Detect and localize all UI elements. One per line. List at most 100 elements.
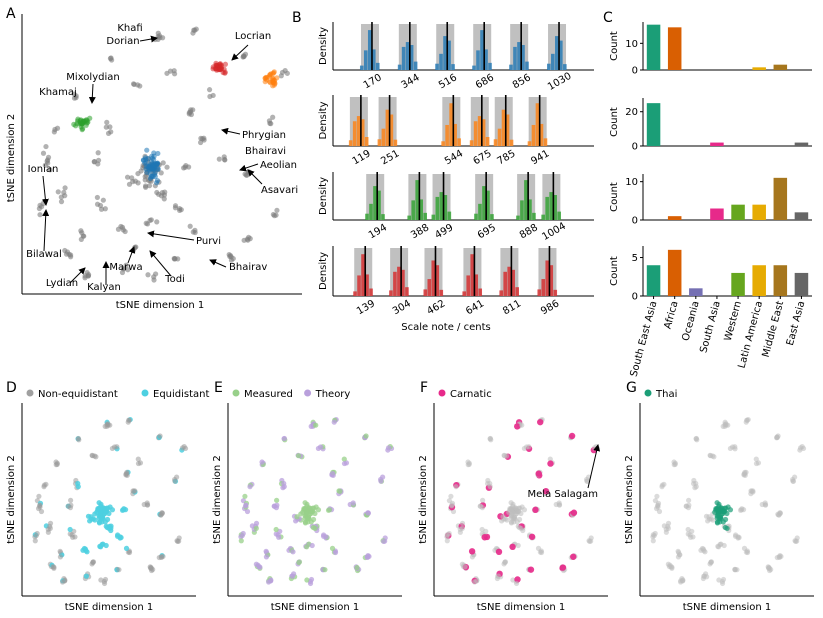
annotation-label: Khafi	[117, 23, 142, 34]
region-label: Oceania	[680, 300, 701, 342]
scatter-point	[268, 578, 274, 584]
scatter-point	[50, 564, 56, 570]
note-tick-label: 139	[355, 298, 377, 317]
histogram-bar	[484, 49, 488, 70]
histogram-bar	[537, 289, 542, 296]
region-label: Middle East	[761, 300, 787, 359]
annotation-label: Dorian	[106, 36, 139, 47]
annotation-arrow	[88, 83, 96, 104]
scatter-point	[57, 548, 63, 554]
point	[267, 120, 273, 126]
histogram-bar	[549, 192, 553, 220]
scatter-point	[67, 505, 74, 511]
annotation-arrow	[209, 259, 227, 268]
scatter-point	[722, 516, 729, 523]
scatter-point	[481, 534, 488, 541]
point	[244, 236, 250, 242]
scatter-point	[685, 526, 691, 533]
point	[66, 251, 72, 257]
scatter-point	[675, 548, 681, 554]
point	[155, 191, 162, 197]
panel-b-ylabel: Density	[318, 101, 329, 139]
scatter-point	[381, 538, 387, 545]
scatter-point	[34, 530, 40, 537]
count-bar	[689, 288, 703, 296]
histogram-bar	[401, 46, 406, 70]
point	[104, 119, 110, 125]
histogram-bar	[545, 260, 550, 296]
scatter-point	[111, 444, 118, 450]
cluster-point	[143, 163, 150, 169]
point	[40, 200, 46, 207]
scatter-point	[174, 474, 180, 480]
histogram-bar	[352, 121, 357, 146]
scatter-point	[693, 480, 699, 487]
histogram-bar	[381, 128, 386, 146]
histogram-bar	[393, 271, 397, 296]
scatter-point	[570, 553, 577, 560]
annotation-label: Bilawal	[26, 249, 62, 260]
cluster-point	[262, 75, 268, 81]
cluster-point	[155, 166, 161, 172]
annotation-arrow	[41, 175, 49, 206]
scatter-point	[332, 549, 339, 556]
annotation-label: Asavari	[261, 185, 298, 196]
scatter-point	[247, 484, 253, 490]
ytick-label: 0	[632, 216, 638, 227]
scatter-point	[479, 526, 485, 533]
histogram-bar	[490, 214, 494, 220]
point	[94, 194, 100, 201]
legend-label: Measured	[244, 389, 293, 400]
scatter-point	[714, 500, 720, 506]
scatter-point	[729, 444, 736, 450]
scatter-point	[742, 471, 748, 477]
cluster-point	[270, 70, 276, 77]
scatter-point	[157, 433, 163, 439]
point	[160, 160, 166, 166]
scatter-point	[474, 578, 480, 584]
cluster-point	[144, 169, 150, 175]
legend-label: Equidistant	[153, 389, 210, 400]
histogram-bar	[559, 40, 563, 70]
point	[36, 205, 42, 212]
scatter-point	[125, 419, 131, 425]
scatter-point	[89, 453, 96, 459]
point	[227, 252, 234, 259]
annotation-label: Todi	[164, 274, 185, 285]
scatter-point	[47, 525, 53, 531]
cluster-point	[149, 166, 155, 172]
histogram-bar	[547, 63, 551, 70]
scatter-point	[538, 549, 545, 556]
scatter-point	[172, 478, 178, 484]
point	[47, 167, 53, 173]
histogram-bar	[509, 64, 513, 70]
scatter-point	[365, 510, 371, 516]
note-tick-label: 856	[511, 72, 533, 91]
histogram-bar	[435, 63, 439, 70]
histogram-bar	[470, 254, 475, 296]
scatter-point	[364, 554, 370, 560]
scatter-point	[727, 507, 734, 513]
histogram-bar	[423, 212, 427, 220]
scatter-point	[508, 500, 514, 506]
point	[145, 272, 151, 278]
point	[151, 277, 157, 283]
scatter-point	[109, 507, 116, 513]
ylabel: tSNE dimension 2	[6, 455, 17, 544]
ytick-label: 5	[632, 253, 638, 264]
histogram-bar	[513, 46, 517, 70]
cluster-point	[218, 66, 224, 72]
histogram-bar	[515, 287, 519, 296]
scatter-point	[659, 484, 665, 490]
histogram-bar	[476, 50, 480, 70]
point	[62, 193, 68, 199]
scatter-point	[537, 418, 544, 426]
histogram-bar	[369, 203, 373, 220]
annotation-arrow	[42, 209, 50, 252]
note-tick-label: 499	[433, 222, 455, 241]
point	[175, 256, 181, 262]
scatter-point	[83, 573, 90, 579]
histogram-bar	[401, 269, 405, 296]
histogram-bar	[563, 64, 567, 70]
